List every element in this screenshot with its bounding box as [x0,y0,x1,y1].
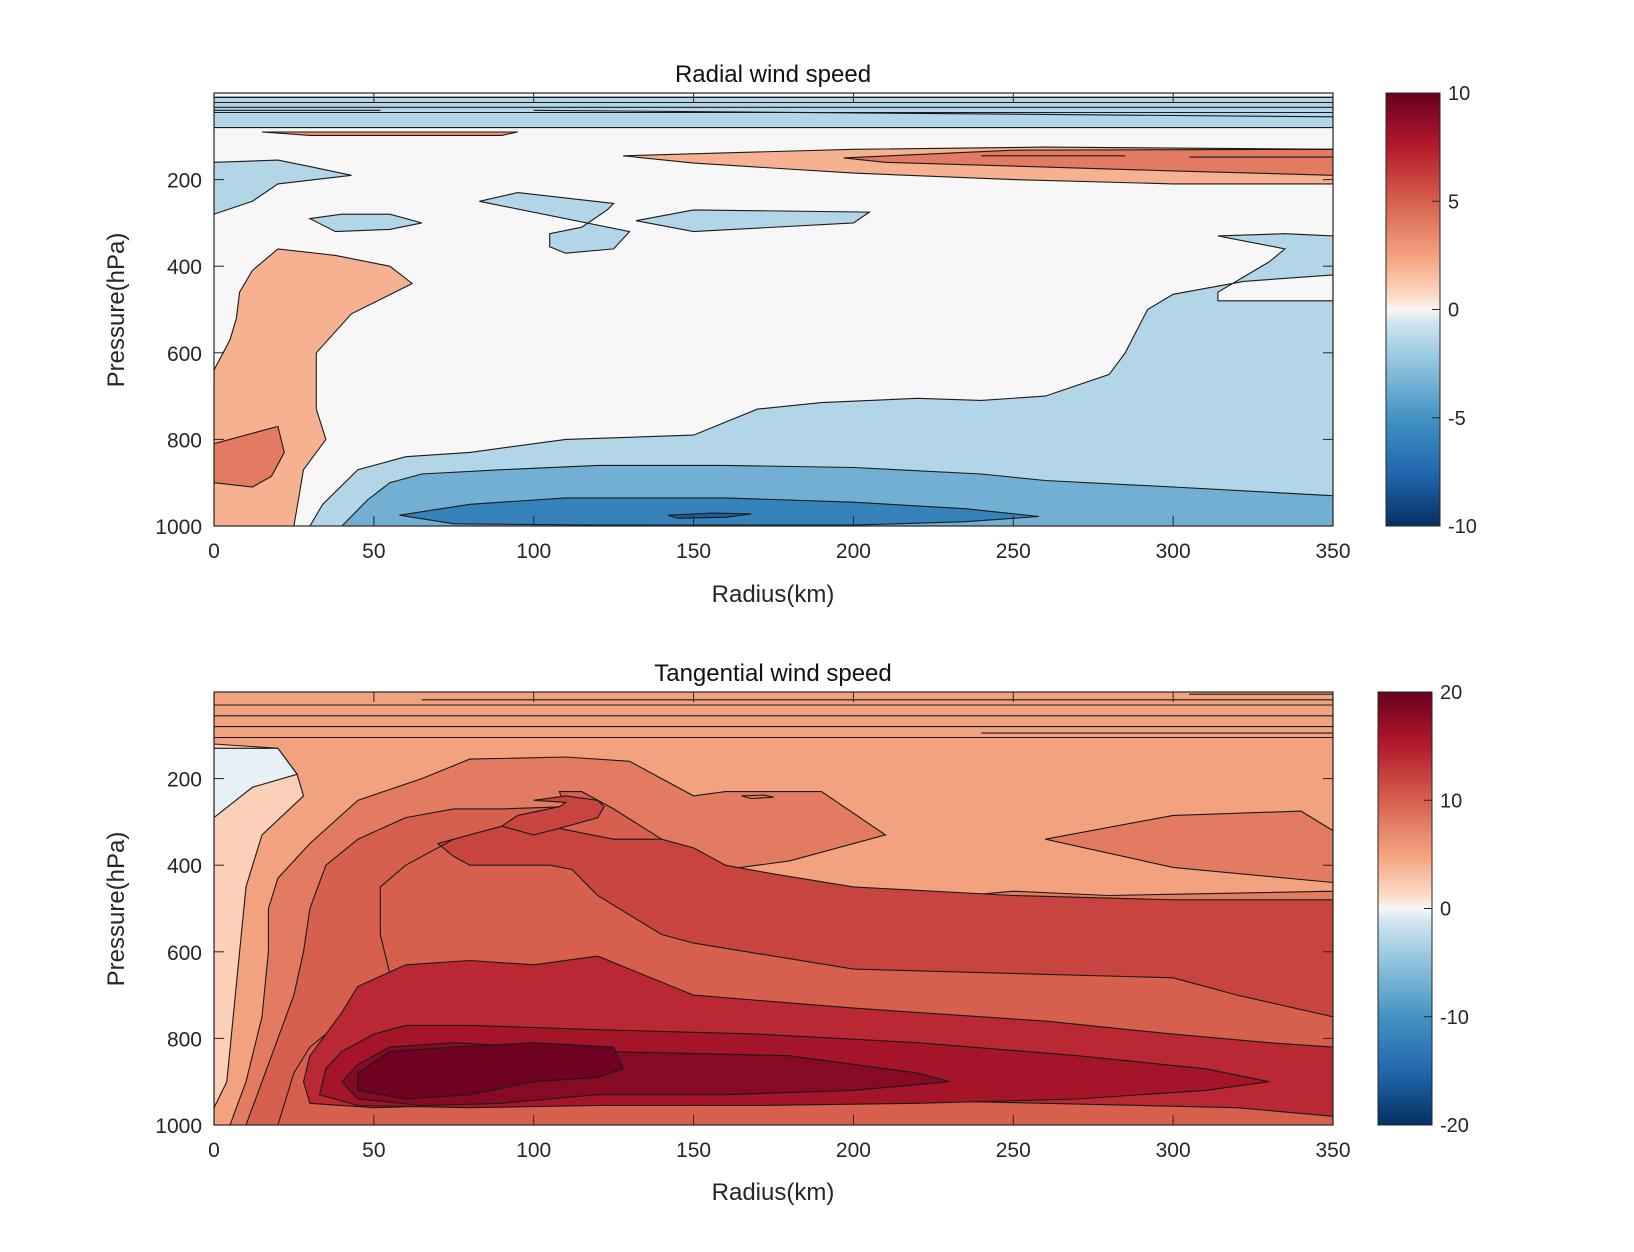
x-tick-label: 50 [362,540,385,563]
x-tick-label: 150 [676,1139,711,1162]
radial-ylabel: Pressure(hPa) [103,233,130,388]
y-tick-label: 600 [167,343,202,366]
radial-xlabel: Radius(km) [712,581,835,608]
contour-line-6 [533,109,1333,118]
x-tick-label: 50 [362,1139,385,1162]
y-tick-label: 1000 [155,516,202,539]
contour-region-7 [635,209,872,233]
x-tick-label: 250 [996,1139,1031,1162]
contour-region-10 [741,794,774,800]
tangential-title: Tangential wind speed [654,660,892,687]
x-tick-label: 350 [1315,1139,1350,1162]
x-tick-label: 0 [208,540,220,563]
tangential-axis-ticks: 0 50 100 150 200 250 300 350 200 400 600 800 1000 [155,692,1351,1162]
contour-region-5 [308,213,422,233]
y-tick-label: 400 [167,256,202,279]
x-tick-label: 200 [836,540,871,563]
x-tick-label: 250 [996,540,1031,563]
colorbar-tick-label: 5 [1448,191,1459,213]
radial-contour-regions [214,96,1333,526]
tangential-colorbar-ticks: 20 10 0 -10 -20 [1424,682,1469,1137]
contour-region-1 [261,131,518,136]
y-tick-label: 600 [167,942,202,965]
tangential-colorbar [1377,691,1433,1126]
radial-axis-ticks: 0 50 100 150 200 250 300 350 200 400 600 800 1000 [155,93,1351,563]
colorbar-tick-label: -5 [1448,408,1466,430]
x-tick-label: 350 [1315,540,1350,563]
y-tick-label: 1000 [155,1115,202,1138]
contour-region-2 [214,747,299,819]
radial-plot-frame [213,92,1334,527]
x-tick-label: 150 [676,540,711,563]
contour-region-3 [843,148,1333,176]
radial-title: Radial wind speed [675,61,871,88]
radial-colorbar-ticks: 10 5 0 -5 -10 [1432,83,1477,538]
tangential-plot-frame [213,691,1334,1126]
x-tick-label: 100 [516,1139,551,1162]
tangential-xlabel: Radius(km) [712,1179,835,1206]
contour-region-12 [399,497,1039,526]
colorbar-tick-label: 10 [1440,790,1462,812]
colorbar-tick-label: 20 [1440,682,1462,704]
contour-region-4 [214,159,352,215]
colorbar-tick-label: -10 [1448,516,1477,538]
colorbar-tick-label: 0 [1440,899,1451,921]
colorbar-tick-label: -20 [1440,1115,1469,1137]
colorbar-tick-label: 10 [1448,83,1470,105]
tangential-panel: Tangential wind speed 0 50 100 150 200 250 300… [103,660,1469,1206]
radial-colorbar [1385,92,1441,527]
colorbar-tick-label: 0 [1448,300,1459,322]
tangential-contour-regions [214,692,1333,1125]
y-tick-label: 800 [167,429,202,452]
x-tick-label: 200 [836,1139,871,1162]
contour-region-10 [309,233,1333,526]
y-tick-label: 200 [167,769,202,792]
x-tick-label: 300 [1156,1139,1191,1162]
x-tick-label: 0 [208,1139,220,1162]
y-tick-label: 400 [167,855,202,878]
tangential-ylabel: Pressure(hPa) [103,832,130,987]
y-tick-label: 200 [167,170,202,193]
contour-region-9 [357,1042,624,1100]
contour-region-6 [479,192,631,254]
contour-region-9 [214,425,285,488]
contour-region-13 [667,512,752,519]
x-tick-label: 300 [1156,540,1191,563]
radial-panel: Radial wind speed 0 50 100 150 200 250 300 3502… [103,61,1477,608]
y-tick-label: 800 [167,1028,202,1051]
x-tick-label: 100 [516,540,551,563]
colorbar-tick-label: -10 [1440,1007,1469,1029]
